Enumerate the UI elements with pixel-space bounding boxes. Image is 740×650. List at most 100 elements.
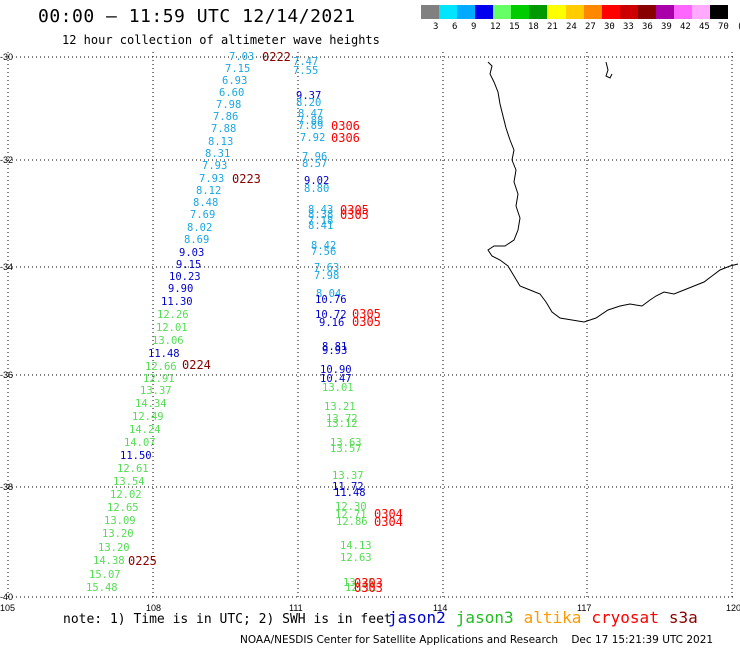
wave-height-value: 7.56: [311, 246, 336, 258]
pass-time-label: 0303: [354, 576, 383, 590]
map-title: 00:00 – 11:59 UTC 12/14/2021: [38, 6, 356, 27]
satellite-legend-altika: altika: [523, 608, 582, 627]
wave-height-value: 12.49: [132, 411, 164, 423]
wave-height-value: 12.71: [335, 509, 367, 521]
wave-height-value: 12.30: [335, 501, 367, 513]
wave-height-value: 12.11: [345, 582, 377, 594]
color-swatch: [547, 5, 566, 19]
wave-height-value: 7.03: [229, 51, 254, 63]
color-swatch: [710, 5, 729, 19]
wave-height-value: 7.55: [293, 65, 318, 77]
wave-height-value: 8.81: [322, 341, 347, 353]
color-swatch: [655, 5, 674, 19]
wave-height-value: 8.13: [208, 136, 233, 148]
footer-credit: NOAA/NESDIS Center for Satellite Applica…: [240, 634, 714, 646]
pass-time-label: 0306: [331, 119, 360, 133]
wave-height-value: 8.02: [187, 222, 212, 234]
wave-height-value: 7.92: [300, 132, 325, 144]
wave-height-value: 13.20: [98, 542, 130, 554]
lat-tick-label: -30: [0, 52, 13, 62]
wave-height-value: 9.37: [296, 90, 321, 102]
lat-lon-grid: [7, 52, 735, 600]
pass-time-label: 0304: [374, 515, 403, 529]
wave-height-value: 7.88: [211, 123, 236, 135]
color-scale-label: 15: [509, 22, 520, 32]
color-scale-label: 30: [604, 22, 615, 32]
satellite-legend-jason3: jason3: [455, 608, 514, 627]
color-scale-label: 12: [490, 22, 501, 32]
color-swatch: [421, 5, 440, 19]
pass-time-label: 0224: [182, 358, 211, 372]
color-scale-label: 33: [623, 22, 634, 32]
wave-height-value: 9.90: [168, 283, 193, 295]
wave-height-value: 7.47: [293, 56, 318, 68]
wave-height-value: 7.63: [314, 262, 339, 274]
wave-height-value: 8.42: [311, 240, 336, 252]
wave-height-value: 8.43: [308, 204, 333, 216]
wave-height-value: 7.93: [199, 173, 224, 185]
wave-height-value: 13.72: [326, 413, 358, 425]
color-swatch: [673, 5, 692, 19]
pass-time-label: 0305: [340, 203, 369, 217]
wave-height-value: 12.26: [157, 309, 189, 321]
wave-height-value: 8.41: [308, 220, 333, 232]
color-swatch: [511, 5, 530, 19]
wave-height-value: 14.13: [340, 540, 372, 552]
wave-height-value: 12.61: [117, 463, 149, 475]
wave-height-value: 10.76: [315, 294, 347, 306]
pass-time-label: 0303: [354, 581, 383, 595]
color-swatch: [691, 5, 710, 19]
satellite-legend-jason2: jason2: [388, 608, 446, 627]
track-left-values: 7.037.156.936.607.987.867.888.138.317.93…: [86, 51, 254, 594]
color-scale-label: 6: [452, 22, 458, 32]
color-scale-label: 70: [718, 22, 729, 32]
color-swatch: [529, 5, 548, 19]
lat-tick-label: -34: [0, 262, 13, 272]
color-swatch: [475, 5, 494, 19]
wave-height-value: 12.63: [340, 552, 372, 564]
color-swatch: [583, 5, 602, 19]
pass-time-label: 0305: [352, 307, 381, 321]
color-scale-label: 18: [528, 22, 539, 32]
wave-height-value: 7.15: [225, 63, 250, 75]
color-scale-label: 9: [471, 22, 477, 32]
color-swatch: [619, 5, 638, 19]
wave-height-value: 9.02: [304, 175, 329, 187]
australia-coastline: [487, 61, 739, 323]
wave-height-value: 6.93: [222, 75, 247, 87]
color-scale-label: 36: [642, 22, 653, 32]
wave-height-value: 15.48: [86, 582, 118, 594]
lat-tick-label: -36: [0, 370, 13, 380]
wave-height-value: 7.89: [298, 120, 323, 132]
pass-time-label: 0306: [331, 131, 360, 145]
lon-tick-label: 117: [577, 603, 591, 613]
wave-height-value: 13.01: [322, 382, 354, 394]
wave-height-value: 12.01: [156, 322, 188, 334]
wave-height-value: 8.31: [205, 148, 230, 160]
satellite-legend: jason2 jason3 altika cryosat s3a: [388, 608, 708, 627]
wave-height-value: 14.34: [135, 398, 167, 410]
color-swatch: [637, 5, 656, 19]
wave-height-value: 11.30: [161, 296, 193, 308]
wave-height-value: 14.38: [93, 555, 125, 567]
pass-time-label: 0305: [340, 208, 369, 222]
wave-height-value: 7.88: [298, 115, 323, 127]
wave-height-value: 7.93: [202, 160, 227, 172]
wave-height-value: 12.02: [110, 489, 142, 501]
lat-tick-label: -40: [0, 592, 13, 602]
wave-height-value: 13.37: [140, 385, 172, 397]
wave-height-value: 7.18: [308, 215, 333, 227]
pass-time-label: 0225: [128, 554, 157, 568]
wave-height-value: 13.09: [104, 515, 136, 527]
wave-height-value: 12.86: [336, 516, 368, 528]
satellite-legend-cryosat: cryosat: [591, 608, 659, 627]
wave-height-value: 8.04: [316, 288, 341, 300]
lon-tick-label: 111: [289, 603, 303, 613]
color-swatch: [457, 5, 476, 19]
color-scale-label: 21: [547, 22, 558, 32]
color-scale-bar: [421, 5, 729, 19]
wave-height-value: 12.91: [143, 373, 175, 385]
wave-height-value: 12.65: [107, 502, 139, 514]
